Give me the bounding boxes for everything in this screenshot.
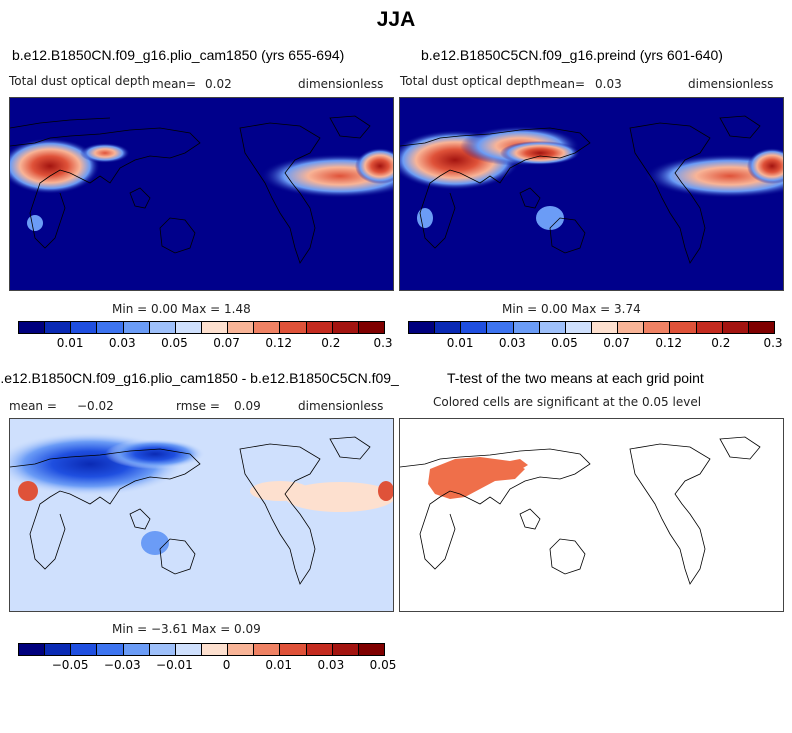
colorbar-tick-label: 0.3 xyxy=(373,336,393,350)
panel3-minmax: Min = −3.61 Max = 0.09 xyxy=(112,622,261,636)
colorbar-tick-label: 0.01 xyxy=(265,658,293,672)
panel4-title: T-test of the two means at each grid poi… xyxy=(447,370,704,386)
colorbar-swatch xyxy=(201,322,229,333)
colorbar-swatch xyxy=(280,644,307,655)
panel3-map xyxy=(9,418,394,612)
colorbar-swatch xyxy=(175,644,202,655)
colorbar-swatch xyxy=(45,644,72,655)
colorbar-swatch xyxy=(358,644,384,655)
colorbar-tick-label: 0.07 xyxy=(213,336,240,350)
panel2-map xyxy=(399,97,784,291)
colorbar-swatch xyxy=(696,322,723,333)
colorbar-swatch xyxy=(228,644,255,655)
colorbar-swatch xyxy=(175,322,202,333)
panel2-minmax: Min = 0.00 Max = 3.74 xyxy=(502,302,641,316)
colorbar-swatch xyxy=(332,322,359,333)
colorbar-tick-label: 0.01 xyxy=(56,336,84,350)
colorbar-swatch xyxy=(358,322,384,333)
colorbar-swatch xyxy=(201,644,229,655)
colorbar-tick-label: 0.03 xyxy=(108,336,136,350)
colorbar-swatch xyxy=(19,644,46,655)
colorbar-swatch xyxy=(618,322,645,333)
colorbar-swatch xyxy=(123,322,150,333)
colorbar-tick-label: 0.2 xyxy=(711,336,731,350)
panel1-variable: Total dust optical depth xyxy=(9,74,150,88)
colorbar-tick-label: 0.3 xyxy=(763,336,783,350)
panel3-mean-label: mean = xyxy=(9,399,57,413)
colorbar-swatch xyxy=(487,322,514,333)
colorbar-swatch xyxy=(45,322,72,333)
colorbar-swatch xyxy=(461,322,488,333)
colorbar-diff xyxy=(18,643,385,656)
panel2-variable: Total dust optical depth xyxy=(400,74,541,88)
colorbar-swatch xyxy=(435,322,462,333)
panel2-title: b.e12.B1850C5CN.f09_g16.preind (yrs 601-… xyxy=(421,47,723,63)
colorbar-swatch xyxy=(670,322,697,333)
colorbar-tick-label: 0.03 xyxy=(498,336,526,350)
colorbar-swatch xyxy=(149,322,176,333)
colorbar-swatch xyxy=(97,644,124,655)
colorbar-swatch xyxy=(591,322,619,333)
colorbar-tick-label: 0.03 xyxy=(317,658,345,672)
panel3-units: dimensionless xyxy=(298,399,384,413)
panel1-minmax: Min = 0.00 Max = 1.48 xyxy=(112,302,251,316)
panel2-mean-value: 0.03 xyxy=(595,77,622,91)
colorbar-swatch xyxy=(306,644,333,655)
panel1-map xyxy=(9,97,394,291)
colorbar-tick-label: 0.12 xyxy=(655,336,683,350)
colorbar-tick-label: 0.05 xyxy=(551,336,578,350)
panel3-rmse-value: 0.09 xyxy=(234,399,261,413)
colorbar-tick-label: 0.07 xyxy=(603,336,630,350)
colorbar-tick-label: 0 xyxy=(222,658,231,672)
colorbar-swatch xyxy=(254,322,281,333)
colorbar-swatch xyxy=(306,322,333,333)
coastlines xyxy=(10,115,371,264)
colorbar-swatch xyxy=(409,322,436,333)
colorbar-tick-label: 0.2 xyxy=(321,336,341,350)
panel3-title: b.e12.B1850CN.f09_g16.plio_cam1850 - b.e… xyxy=(0,370,399,386)
panel3-rmse-label: rmse = xyxy=(176,399,220,413)
colorbar-tick-label: −0.01 xyxy=(156,658,193,672)
colorbar-swatch xyxy=(513,322,540,333)
panel3-mean-value: −0.02 xyxy=(77,399,114,413)
panel1-title: b.e12.B1850CN.f09_g16.plio_cam1850 (yrs … xyxy=(12,47,345,63)
colorbar-swatch xyxy=(280,322,307,333)
colorbar-tick-label: 0.12 xyxy=(265,336,293,350)
panel1-mean-label: mean= xyxy=(152,77,197,91)
panel1-mean-value: 0.02 xyxy=(205,77,232,91)
significant-cells xyxy=(428,457,525,499)
colorbar-tick-label: 0.01 xyxy=(446,336,474,350)
colorbar-2 xyxy=(408,321,775,334)
positive-anomaly-region xyxy=(285,482,393,512)
figure-title: JJA xyxy=(376,8,416,31)
panel3-title-clip: b.e12.B1850CN.f09_g16.plio_cam1850 - b.e… xyxy=(0,370,399,390)
colorbar-swatch xyxy=(149,644,176,655)
colorbar-tick-label: 0.05 xyxy=(161,336,188,350)
panel2-units: dimensionless xyxy=(688,77,774,91)
colorbar-swatch xyxy=(71,322,98,333)
colorbar-swatch xyxy=(97,322,124,333)
colorbar-swatch xyxy=(644,322,671,333)
colorbar-tick-label: −0.05 xyxy=(51,658,89,672)
colorbar-swatch xyxy=(123,644,150,655)
colorbar-swatch xyxy=(722,322,749,333)
panel2-mean-label: mean= xyxy=(541,77,586,91)
colorbar-tick-label: −0.03 xyxy=(103,658,141,672)
colorbar-swatch xyxy=(19,322,46,333)
colorbar-swatch xyxy=(565,322,592,333)
colorbar-tick-label: 0.05 xyxy=(369,658,397,672)
colorbar-swatch xyxy=(254,644,281,655)
colorbar-swatch xyxy=(71,644,98,655)
colorbar-swatch xyxy=(748,322,774,333)
saharan-dust-plume xyxy=(10,138,100,194)
panel4-map xyxy=(399,418,784,612)
colorbar-swatch xyxy=(228,322,255,333)
panel4-subtitle: Colored cells are significant at the 0.0… xyxy=(433,395,702,409)
colorbar-1 xyxy=(18,321,385,334)
colorbar-swatch xyxy=(332,644,359,655)
colorbar-swatch xyxy=(539,322,566,333)
panel1-units: dimensionless xyxy=(298,77,384,91)
